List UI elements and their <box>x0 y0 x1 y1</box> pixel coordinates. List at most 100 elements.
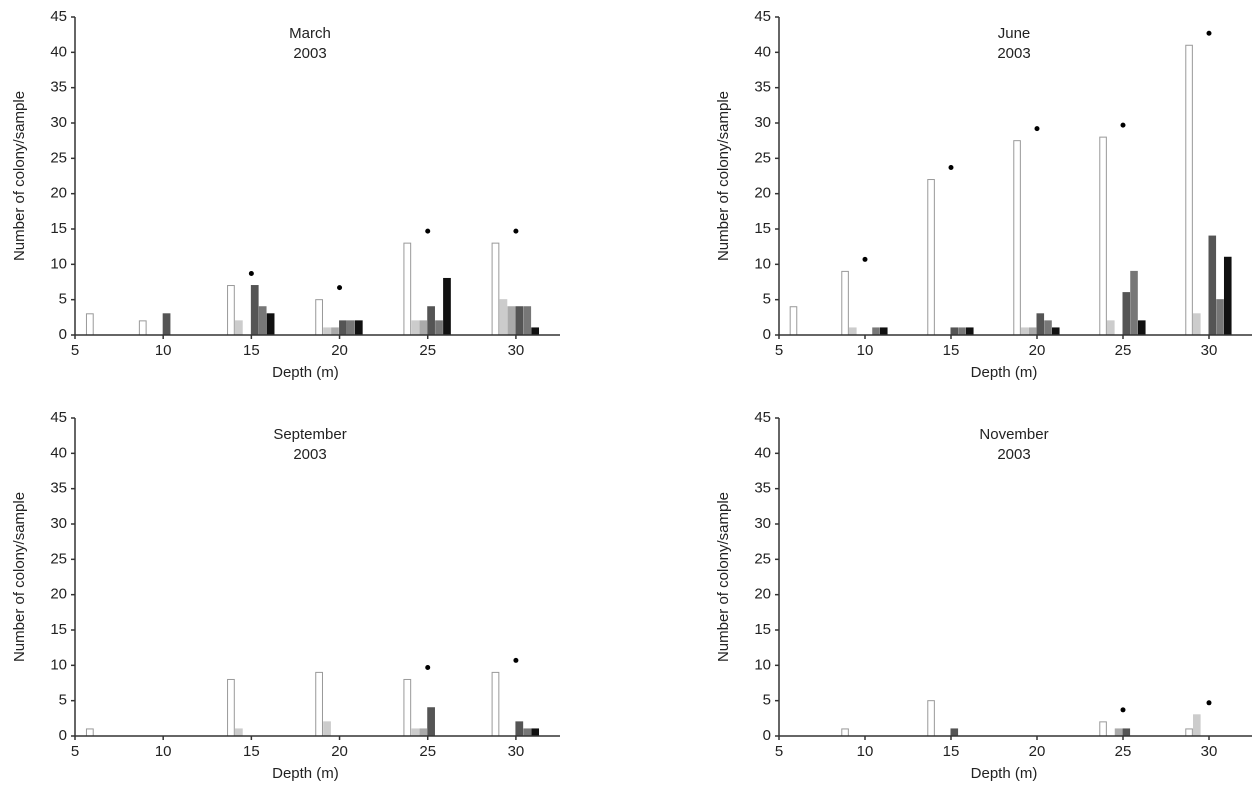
y-tick-label: 45 <box>50 8 67 25</box>
bar <box>789 306 798 336</box>
x-tick-label: 30 <box>508 743 525 760</box>
significance-dot <box>337 285 343 291</box>
bar <box>346 320 355 336</box>
x-tick-label: 25 <box>1115 342 1132 359</box>
y-tick-label: 35 <box>754 480 771 497</box>
y-tick-label: 0 <box>59 727 67 744</box>
bar <box>523 728 532 737</box>
y-tick-label: 20 <box>754 586 771 603</box>
y-tick-label: 30 <box>754 515 771 532</box>
bar <box>1185 728 1193 737</box>
bar <box>427 306 435 336</box>
bar <box>1099 721 1107 737</box>
bar <box>523 306 532 336</box>
significance-dot <box>248 271 254 277</box>
y-tick-label: 35 <box>754 79 771 96</box>
significance-dot <box>1120 707 1126 713</box>
x-tick-label: 10 <box>857 743 874 760</box>
bar <box>491 242 500 336</box>
bar <box>927 179 935 336</box>
bar <box>419 320 428 336</box>
y-tick-label: 25 <box>50 149 67 166</box>
bar <box>515 306 524 336</box>
bar <box>1193 714 1201 737</box>
bar <box>1137 320 1146 336</box>
chart-title: June <box>998 25 1031 42</box>
bar <box>234 320 243 336</box>
x-tick-label: 5 <box>71 743 79 760</box>
x-tick-label: 10 <box>857 342 874 359</box>
y-tick-label: 30 <box>754 114 771 131</box>
bar <box>227 285 235 336</box>
y-tick-label: 40 <box>50 444 67 461</box>
x-tick-label: 30 <box>1201 342 1218 359</box>
significance-dot <box>1206 30 1212 36</box>
bar <box>443 277 451 336</box>
y-tick-label: 45 <box>754 409 771 426</box>
significance-dot <box>1120 122 1126 128</box>
y-tick-label: 15 <box>50 220 67 237</box>
significance-dot <box>513 657 519 663</box>
x-tick-label: 15 <box>243 342 260 359</box>
significance-dot <box>862 256 868 262</box>
bar <box>531 728 540 737</box>
bar <box>950 327 959 336</box>
bar <box>323 721 331 737</box>
bar <box>162 313 171 336</box>
x-tick-label: 5 <box>71 342 79 359</box>
x-tick-label: 25 <box>419 743 436 760</box>
y-tick-label: 40 <box>754 43 771 60</box>
bar <box>354 320 363 336</box>
bar <box>266 313 275 336</box>
x-tick-label: 20 <box>1029 743 1046 760</box>
bar <box>1021 327 1029 336</box>
chart-title: March <box>289 25 331 42</box>
bar <box>258 306 267 336</box>
bar <box>315 671 323 737</box>
bar <box>1114 728 1123 737</box>
bar <box>958 327 966 336</box>
bar <box>403 242 412 336</box>
bar <box>950 728 959 737</box>
bar <box>1036 313 1045 336</box>
bar <box>841 728 849 737</box>
x-tick-label: 10 <box>155 342 172 359</box>
y-axis-label: Number of colony/sample <box>11 492 28 662</box>
x-tick-label: 15 <box>243 743 260 760</box>
bar <box>841 270 849 336</box>
y-tick-label: 30 <box>50 114 67 131</box>
bar <box>339 320 347 336</box>
bar <box>1122 292 1131 336</box>
y-tick-label: 15 <box>754 621 771 638</box>
y-tick-label: 25 <box>754 149 771 166</box>
chart-title: September <box>273 426 346 443</box>
x-tick-label: 20 <box>1029 342 1046 359</box>
bar <box>1051 327 1060 336</box>
x-tick-label: 30 <box>1201 743 1218 760</box>
y-axis-label: Number of colony/sample <box>715 492 732 662</box>
y-tick-label: 0 <box>59 326 67 343</box>
y-tick-label: 35 <box>50 480 67 497</box>
bar <box>965 327 974 336</box>
bar <box>411 320 420 336</box>
y-tick-label: 5 <box>763 291 771 308</box>
bar <box>515 721 524 737</box>
y-tick-label: 5 <box>59 291 67 308</box>
bar <box>227 678 235 737</box>
x-tick-label: 15 <box>943 342 960 359</box>
bar <box>403 678 412 737</box>
y-tick-label: 10 <box>754 255 771 272</box>
significance-dot <box>1034 126 1040 132</box>
y-axis-label: Number of colony/sample <box>11 91 28 261</box>
bar <box>1130 270 1138 336</box>
bar <box>315 299 323 336</box>
bar <box>1107 320 1115 336</box>
x-axis-label: Depth (m) <box>971 364 1038 381</box>
x-axis-label: Depth (m) <box>272 364 339 381</box>
bar <box>234 728 243 737</box>
x-tick-label: 30 <box>508 342 525 359</box>
bar <box>1028 327 1037 336</box>
significance-dot <box>425 228 431 234</box>
significance-dot <box>425 664 431 670</box>
